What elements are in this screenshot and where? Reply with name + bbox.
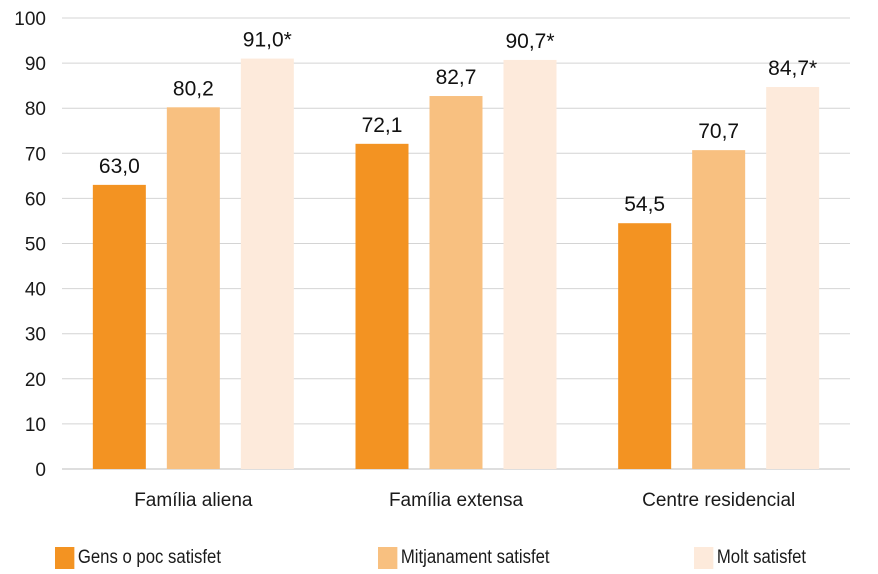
bar <box>766 87 819 469</box>
y-tick-label: 70 <box>25 144 46 165</box>
legend: Gens o poc satisfet Mitjanament satisfet… <box>0 547 878 569</box>
legend-item-gens-o-poc-satisfet: Gens o poc satisfet <box>55 547 221 569</box>
x-tick-label: Centre residencial <box>642 490 795 511</box>
x-axis-ticks: Família aliena Família extensa Centre resi… <box>134 490 795 511</box>
legend-swatch <box>55 547 74 569</box>
y-tick-label: 100 <box>14 9 46 30</box>
y-axis-ticks: 0 10 20 30 40 50 60 70 80 90 100 <box>14 9 46 481</box>
y-tick-label: 20 <box>25 370 46 391</box>
y-tick-label: 40 <box>25 280 46 301</box>
y-tick-label: 30 <box>25 325 46 346</box>
y-tick-label: 60 <box>25 189 46 210</box>
data-label: 91,0* <box>243 29 292 52</box>
data-label: 63,0 <box>99 155 140 178</box>
data-label: 54,5 <box>624 193 665 216</box>
data-label: 84,7* <box>768 57 817 80</box>
x-tick-label: Família extensa <box>389 490 524 511</box>
bar <box>167 107 220 469</box>
y-tick-label: 0 <box>35 460 46 481</box>
bar <box>356 144 409 469</box>
bar <box>618 223 671 469</box>
data-label: 90,7* <box>505 30 554 53</box>
y-tick-label: 10 <box>25 415 46 436</box>
legend-item-molt-satisfet: Molt satisfet <box>694 547 806 569</box>
legend-item-mitjanament-satisfet: Mitjanament satisfet <box>378 547 550 569</box>
data-label: 82,7 <box>436 66 477 89</box>
y-tick-label: 90 <box>25 54 46 75</box>
bar <box>430 96 483 469</box>
data-label: 72,1 <box>362 114 403 137</box>
y-tick-label: 80 <box>25 99 46 120</box>
bar <box>93 185 146 469</box>
x-tick-label: Família aliena <box>134 490 253 511</box>
legend-label: Gens o poc satisfet <box>78 547 221 569</box>
y-tick-label: 50 <box>25 235 46 256</box>
legend-swatch <box>694 547 713 569</box>
legend-label: Molt satisfet <box>717 547 806 569</box>
data-label: 80,2 <box>173 77 214 100</box>
bar <box>504 60 557 469</box>
bar <box>241 59 294 469</box>
legend-label: Mitjanament satisfet <box>401 547 550 569</box>
legend-swatch <box>378 547 397 569</box>
bar-chart: 0 10 20 30 40 50 60 70 80 90 100 63,0 80,2 91,0* 72,1… <box>0 0 878 540</box>
data-label: 70,7 <box>698 120 739 143</box>
bar <box>692 150 745 469</box>
